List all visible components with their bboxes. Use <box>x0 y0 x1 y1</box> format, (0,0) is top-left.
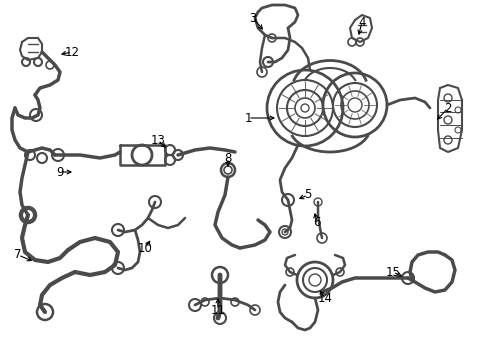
Text: 9: 9 <box>56 166 64 179</box>
Text: 8: 8 <box>224 152 232 165</box>
Text: 15: 15 <box>386 266 400 279</box>
Text: 3: 3 <box>249 12 257 24</box>
Text: 11: 11 <box>211 303 225 316</box>
Text: 7: 7 <box>14 248 22 261</box>
Text: 4: 4 <box>358 15 366 28</box>
Text: 13: 13 <box>150 134 166 147</box>
Text: 12: 12 <box>65 45 79 58</box>
Text: 10: 10 <box>138 242 152 255</box>
Text: 1: 1 <box>244 112 252 125</box>
Text: 2: 2 <box>444 102 452 114</box>
Text: 14: 14 <box>318 292 333 305</box>
Text: 5: 5 <box>304 189 312 202</box>
Text: 6: 6 <box>313 216 321 230</box>
